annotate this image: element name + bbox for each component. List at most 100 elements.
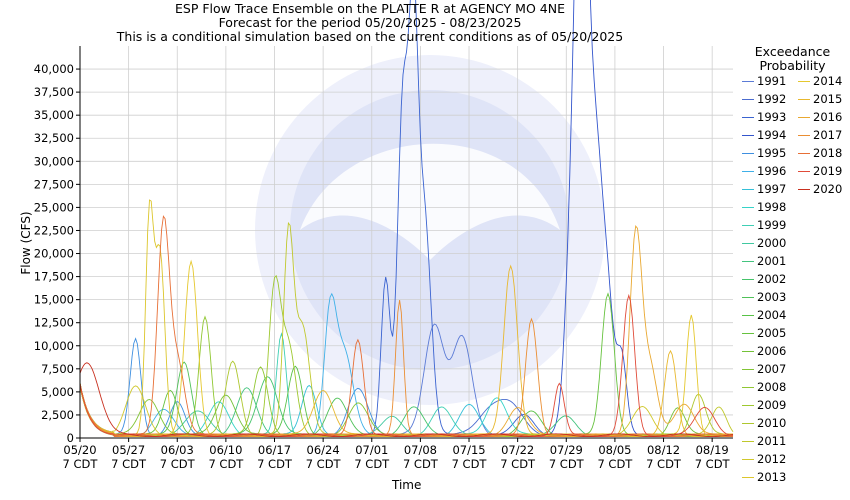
series-line-2018 — [79, 215, 733, 438]
y-tick-labels: 0 2,500 5,000 7,500 10,000 12,500 15,000 17,500… — [34, 62, 74, 445]
legend-swatch — [742, 81, 754, 82]
x-tick-label-date: 07/08 — [404, 443, 437, 457]
legend-label: 2011 — [757, 434, 787, 448]
legend-label: 1995 — [757, 146, 787, 160]
legend-swatch — [742, 369, 754, 370]
legend-item-2012: 2012 — [742, 452, 786, 466]
legend-label: 2017 — [813, 128, 843, 142]
legend-swatch — [742, 117, 754, 118]
x-tick-label-date: 08/12 — [647, 443, 680, 457]
y-tick-label: 32,500 — [34, 131, 74, 145]
axes — [76, 46, 733, 442]
legend-label: 2001 — [757, 254, 787, 268]
legend-item-2014: 2014 — [798, 74, 842, 88]
legend-label: 2018 — [813, 146, 843, 160]
y-tick-label: 15,000 — [34, 293, 74, 307]
x-tick-label-date: 06/10 — [209, 443, 242, 457]
x-tick-label-date: 07/29 — [550, 443, 583, 457]
legend-title-2: Probability — [759, 58, 826, 73]
watermark-bird — [300, 143, 560, 260]
y-tick-label: 40,000 — [34, 62, 74, 76]
legend-item-2003: 2003 — [742, 290, 786, 304]
legend-label: 2004 — [757, 308, 787, 322]
legend-item-2020: 2020 — [798, 182, 842, 196]
x-tick-label-date: 07/15 — [452, 443, 485, 457]
title-line-2: Forecast for the period 05/20/2025 - 08/… — [218, 15, 522, 30]
legend-swatch — [742, 225, 754, 226]
legend-swatch — [742, 351, 754, 352]
x-tick-label-time: 7 CDT — [257, 457, 293, 471]
legend-swatch — [798, 135, 810, 136]
legend-title-1: Exceedance — [754, 44, 831, 59]
legend-swatch — [742, 261, 754, 262]
x-tick-label-date: 07/22 — [501, 443, 534, 457]
series-line-2020 — [79, 362, 734, 438]
legend-swatch — [798, 153, 810, 154]
legend-item-2006: 2006 — [742, 344, 786, 358]
legend-item-1993: 1993 — [742, 110, 786, 124]
legend-label: 2000 — [757, 236, 787, 250]
legend-swatch — [798, 189, 810, 190]
legend-swatch — [798, 81, 810, 82]
x-tick-label-date: 05/20 — [63, 443, 96, 457]
legend-item-2016: 2016 — [798, 110, 842, 124]
legend-swatch — [742, 153, 754, 154]
x-tick-label-date: 08/19 — [696, 443, 729, 457]
title-line-1: ESP Flow Trace Ensemble on the PLATTE R … — [175, 1, 565, 16]
legend-label: 2020 — [813, 182, 843, 196]
legend-swatch — [742, 189, 754, 190]
y-tick-label: 0 — [67, 431, 74, 445]
legend-item-1999: 1999 — [742, 218, 786, 232]
x-tick-label-time: 7 CDT — [306, 457, 342, 471]
legend-item-1998: 1998 — [742, 200, 786, 214]
legend-item-2001: 2001 — [742, 254, 786, 268]
legend-label: 2006 — [757, 344, 787, 358]
x-tick-label-time: 7 CDT — [597, 457, 633, 471]
y-tick-label: 35,000 — [34, 108, 74, 122]
x-tick-label-time: 7 CDT — [403, 457, 439, 471]
legend-item-1996: 1996 — [742, 164, 786, 178]
legend-label: 2016 — [813, 110, 843, 124]
legend-item-2009: 2009 — [742, 398, 786, 412]
x-tick-label-time: 7 CDT — [695, 457, 731, 471]
legend-swatch — [742, 387, 754, 388]
legend-swatch — [742, 459, 754, 460]
legend-label: 1998 — [757, 200, 787, 214]
y-tick-label: 20,000 — [34, 247, 74, 261]
legend-swatch — [798, 99, 810, 100]
y-tick-label: 2,500 — [41, 408, 74, 422]
legend-swatch — [742, 477, 754, 478]
legend-swatch — [742, 171, 754, 172]
title-line-3: This is a conditional simulation based o… — [116, 29, 624, 44]
y-tick-label: 30,000 — [34, 154, 74, 168]
legend-item-1992: 1992 — [742, 92, 786, 106]
legend-label: 2005 — [757, 326, 787, 340]
y-axis-label: Flow (CFS) — [19, 211, 33, 275]
legend-swatch — [742, 99, 754, 100]
legend-swatch — [742, 243, 754, 244]
legend-swatch — [742, 315, 754, 316]
y-tick-label: 27,500 — [34, 177, 74, 191]
legend-item-2013: 2013 — [742, 470, 786, 484]
x-axis-label: Time — [392, 478, 422, 492]
x-tick-label-time: 7 CDT — [646, 457, 682, 471]
legend-label: 1993 — [757, 110, 787, 124]
legend-label: 2009 — [757, 398, 787, 412]
x-tick-label-time: 7 CDT — [549, 457, 585, 471]
legend-label: 1994 — [757, 128, 787, 142]
x-tick-label-time: 7 CDT — [452, 457, 488, 471]
y-tick-label: 7,500 — [41, 362, 74, 376]
legend-label: 1992 — [757, 92, 787, 106]
legend-swatch — [742, 405, 754, 406]
x-tick-label-date: 08/05 — [598, 443, 631, 457]
legend-swatch — [742, 333, 754, 334]
legend-item-2005: 2005 — [742, 326, 786, 340]
x-tick-label-time: 7 CDT — [354, 457, 390, 471]
legend-swatch — [742, 297, 754, 298]
legend-swatch — [742, 207, 754, 208]
legend-item-2007: 2007 — [742, 362, 786, 376]
legend-swatch — [798, 117, 810, 118]
legend-item-1995: 1995 — [742, 146, 786, 160]
